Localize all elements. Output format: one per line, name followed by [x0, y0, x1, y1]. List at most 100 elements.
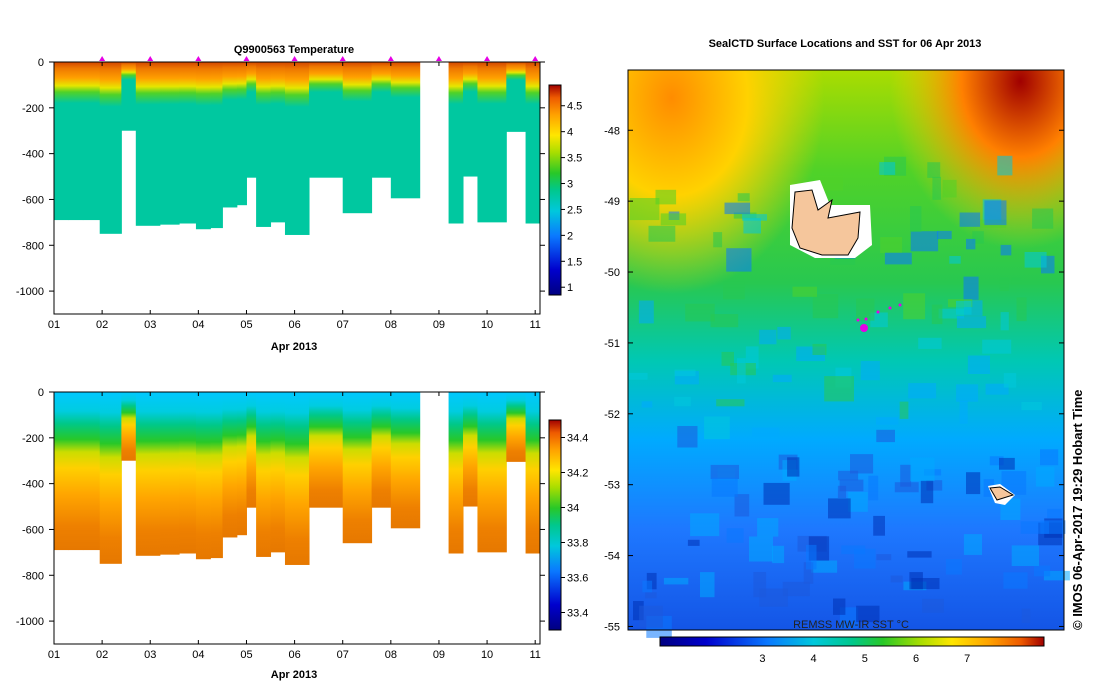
seal-track-markers — [856, 303, 902, 332]
seal-track-point — [856, 318, 860, 322]
sst-pixel-patch — [812, 294, 839, 319]
sst-pixel-patch — [1047, 508, 1062, 519]
seal-track-point — [864, 317, 868, 321]
profile-column — [159, 392, 180, 555]
colorbar-tick-label: 1.5 — [567, 256, 582, 268]
profile-column — [179, 392, 197, 554]
sst-pixel-patch — [752, 427, 780, 437]
sst-map-frame — [627, 69, 1065, 631]
profile-time-marker — [484, 56, 491, 61]
sst-pixel-patch — [983, 479, 994, 497]
sst-pixel-patch — [1021, 608, 1031, 623]
x-tick-label: 02 — [96, 319, 108, 331]
profile-column — [463, 62, 478, 177]
profile-column — [54, 62, 69, 221]
sst-pixel-patch — [830, 258, 856, 265]
profile-column — [135, 392, 161, 556]
sst-pixel-patch — [749, 536, 773, 562]
sst-pixel-patch — [911, 578, 940, 590]
sst-pixel-patch — [1016, 297, 1027, 322]
sst-pixel-patch — [910, 231, 939, 252]
sst-pixel-patch — [890, 575, 903, 583]
sst-colorbar-label: REMSS MW-IR SST °C — [793, 619, 909, 631]
y-tick-label: -800 — [22, 240, 44, 252]
profile-time-marker — [147, 56, 154, 61]
sst-pixel-patch — [1040, 449, 1059, 466]
y-tick-label: 0 — [38, 57, 44, 69]
profile-column — [195, 392, 211, 560]
sst-pixel-patch — [920, 480, 934, 504]
colorbar-tick-label: 33.4 — [567, 608, 588, 620]
profile-column — [506, 62, 527, 132]
salinity-axes: 01 02 03 04 05 06 07 08 09 10 11 0 -200 -400 -600 -800 -… — [16, 387, 545, 661]
sst-pixel-patch — [833, 598, 846, 615]
profile-column — [256, 392, 272, 557]
x-tick-label: 05 — [240, 319, 252, 331]
sst-colorbar — [659, 636, 1045, 647]
salinity-colorbar — [548, 419, 562, 631]
sst-pixel-patch — [743, 218, 761, 234]
map-lat-label: -54 — [604, 551, 620, 563]
seal-track-point — [898, 303, 902, 307]
sst-pixel-patch — [737, 193, 750, 202]
sst-pixel-patch — [910, 206, 922, 232]
temperature-colorbar-ticks: 1 1.5 2 2.5 3 3.5 4 4.5 — [561, 101, 582, 294]
salinity-section-plot — [54, 392, 541, 565]
profile-column — [525, 392, 541, 554]
seal-position-marker — [860, 324, 868, 332]
profile-column — [525, 62, 541, 224]
colorbar-tick-label: 3 — [567, 179, 573, 191]
profile-column — [210, 392, 223, 559]
sst-pixel-patch — [938, 308, 965, 319]
sst-pixel-patch — [870, 312, 888, 328]
sst-pixel-patch — [910, 457, 935, 482]
sst-pixel-patch — [1043, 570, 1070, 581]
sst-pixel-patch — [1011, 277, 1022, 285]
profile-column — [246, 392, 257, 508]
sst-pixel-patch — [721, 351, 734, 366]
x-tick-label: 11 — [529, 649, 540, 661]
profile-time-marker — [387, 56, 394, 61]
sst-pixel-patch — [660, 213, 687, 226]
sst-pixel-patch — [868, 475, 879, 501]
sst-pixel-patch — [972, 231, 984, 244]
x-tick-label: 05 — [240, 649, 252, 661]
profile-column — [284, 392, 310, 565]
colorbar-tick-label: 4 — [567, 127, 573, 139]
y-tick-label: -400 — [22, 479, 44, 491]
x-tick-label: 06 — [288, 319, 300, 331]
sst-pixel-patch — [839, 479, 864, 492]
map-lat-label: -50 — [604, 267, 620, 279]
profile-column — [210, 62, 223, 229]
colorbar-tick-label: 33.6 — [567, 573, 588, 585]
sst-pixel-patch — [713, 232, 723, 248]
sst-pixel-patch — [812, 343, 827, 355]
sst-pixel-patch — [982, 339, 1012, 354]
sst-pixel-patch — [704, 416, 730, 440]
sst-pixel-patch — [956, 316, 987, 329]
salinity-x-axis-label: Apr 2013 — [271, 669, 317, 681]
sst-pixel-patch — [710, 464, 739, 479]
profile-column — [99, 62, 122, 234]
temperature-x-axis-label: Apr 2013 — [271, 341, 317, 353]
sst-pixel-patch — [711, 477, 738, 497]
sst-pixel-patch — [759, 329, 777, 345]
imos-timestamp-annotation: © IMOS 06-Apr-2017 19:29 Hobart Time — [1070, 389, 1085, 630]
profile-column — [121, 62, 137, 131]
sst-c-tick-label: 7 — [964, 653, 970, 665]
sst-pixel-patch — [734, 494, 750, 517]
sst-pixel-patch — [1011, 545, 1039, 566]
sst-pixel-patch — [724, 202, 751, 215]
sst-pixel-patch — [956, 384, 979, 402]
y-tick-label: -400 — [22, 149, 44, 161]
sst-pixel-patch — [782, 581, 810, 597]
sst-pixel-patch — [633, 601, 644, 621]
x-tick-label: 10 — [481, 649, 493, 661]
colorbar-tick-label: 2.5 — [567, 204, 582, 216]
sst-pixel-patch — [1000, 244, 1012, 256]
profile-column — [390, 62, 421, 199]
sst-pixel-patch — [772, 374, 792, 383]
sst-pixel-patch — [966, 472, 981, 495]
colorbar-tick-label: 4.5 — [567, 101, 582, 113]
sst-pixel-patch — [1000, 312, 1009, 331]
